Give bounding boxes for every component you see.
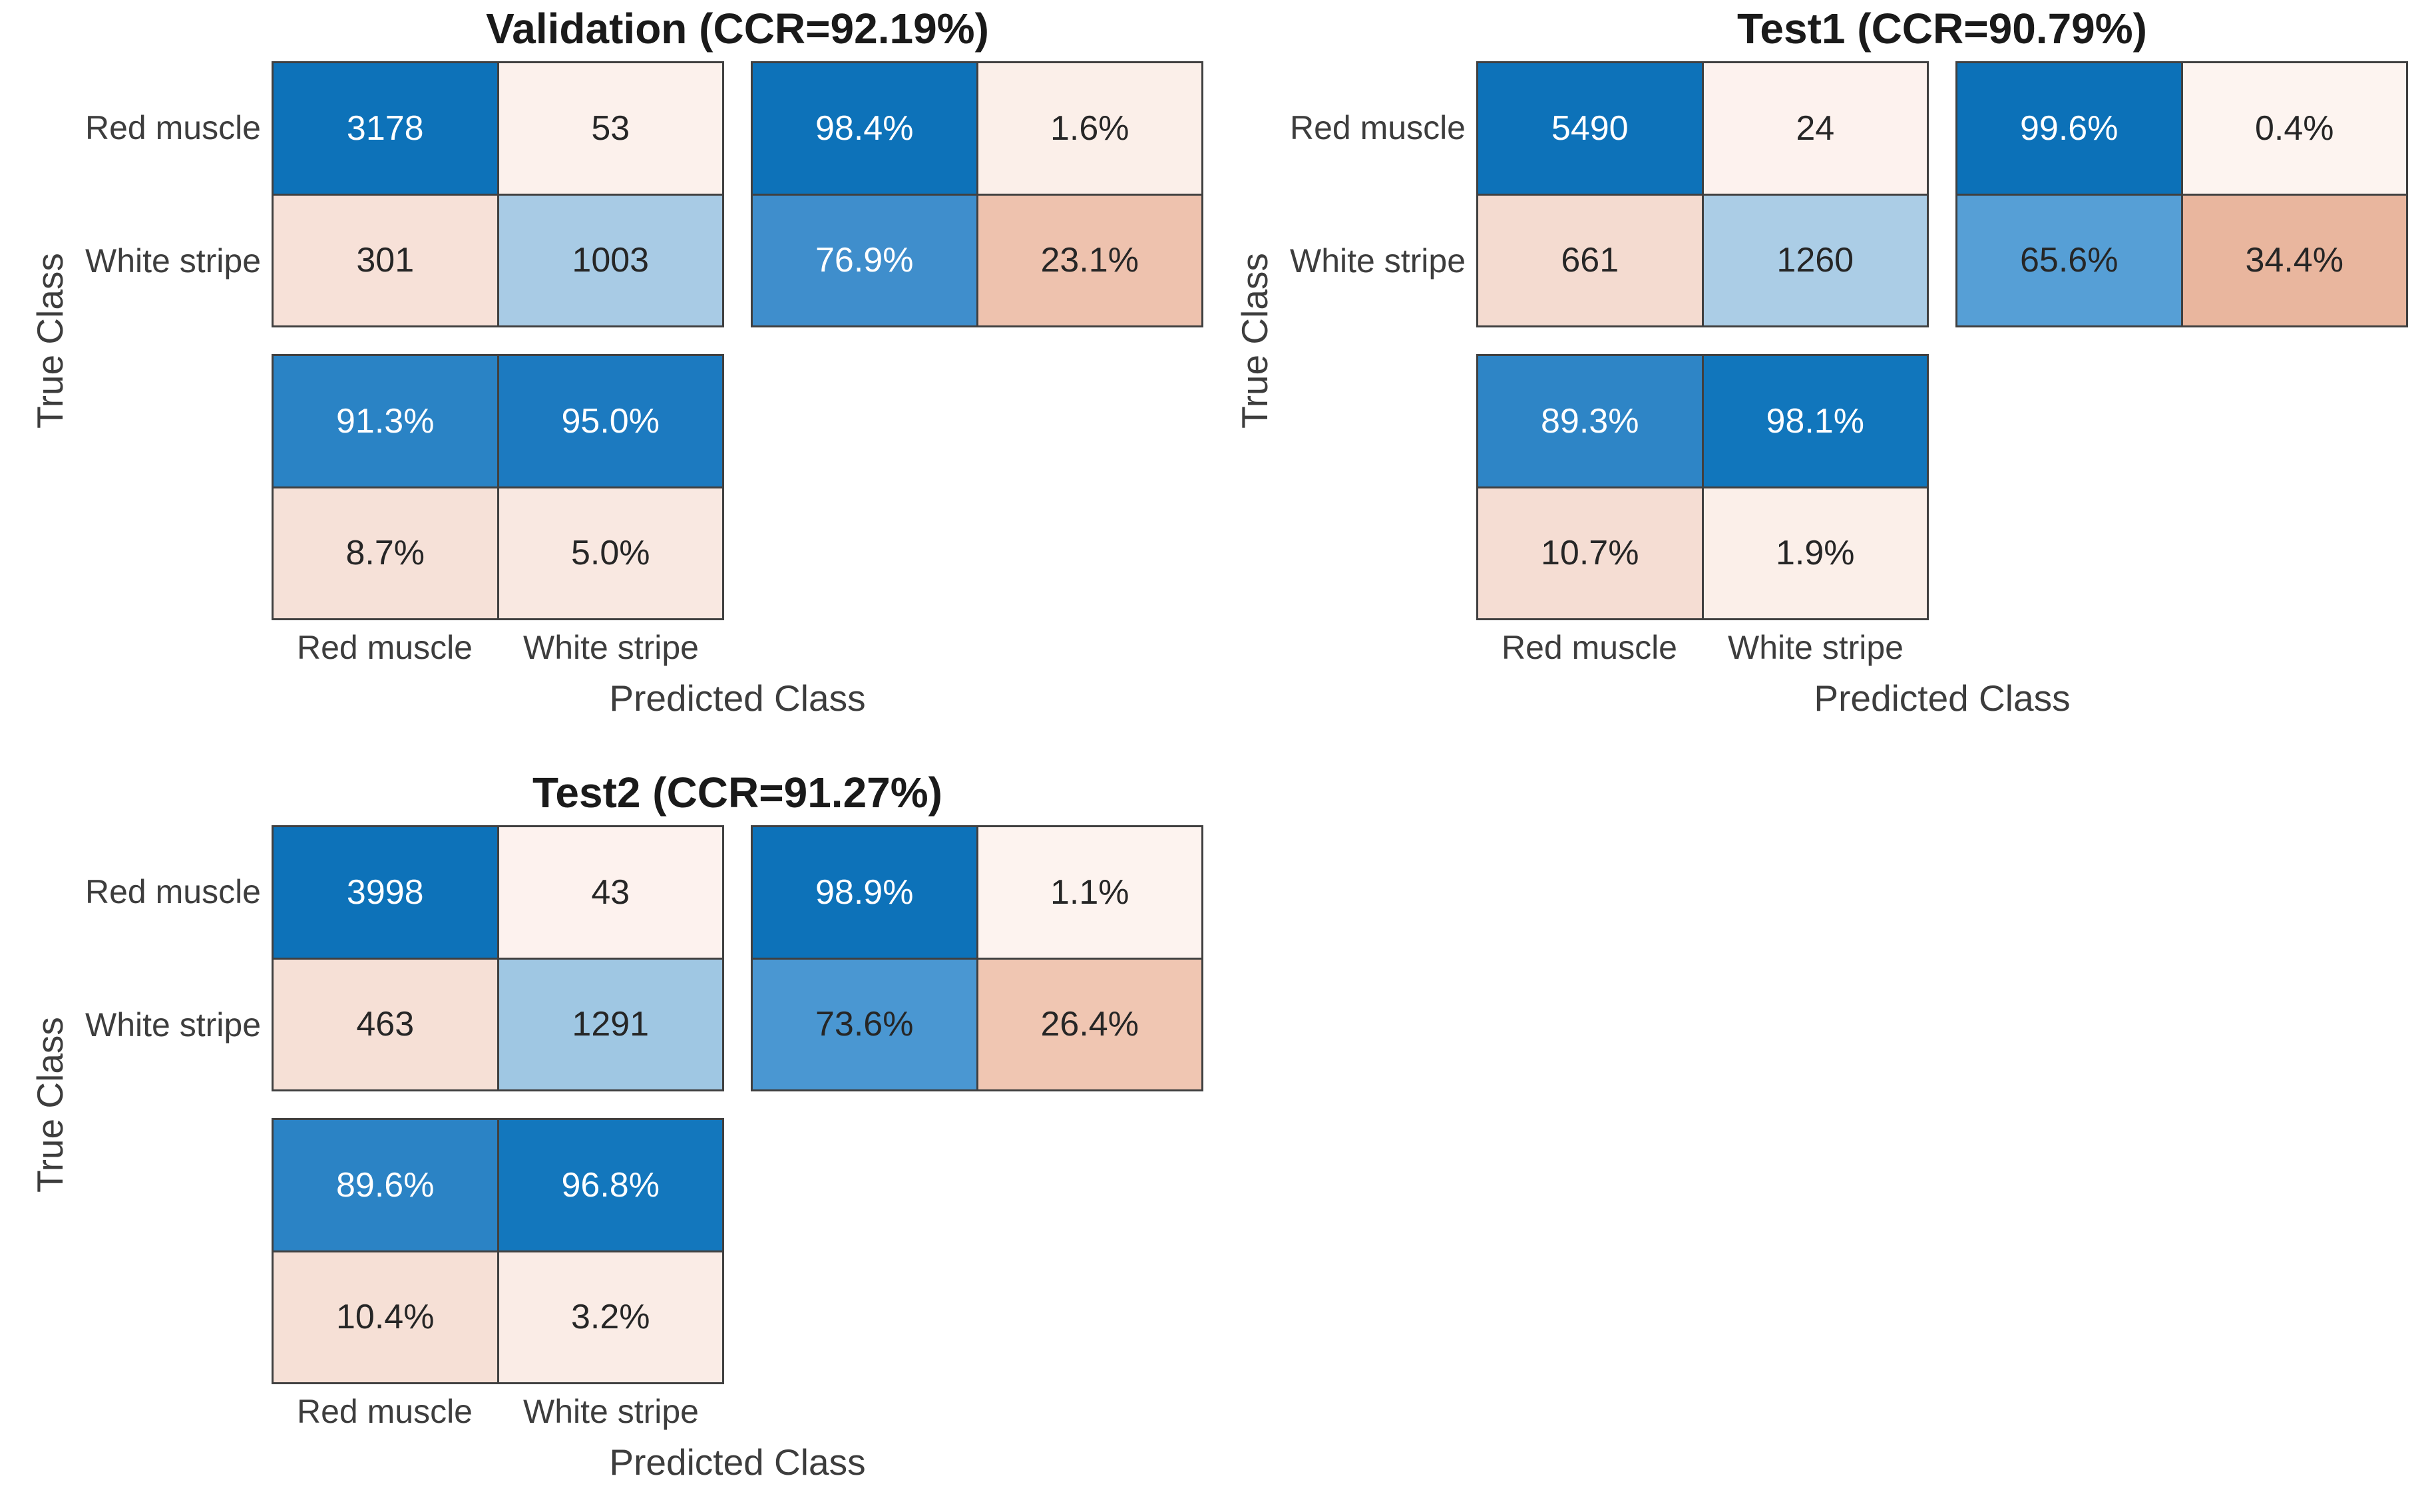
matrix-cell-1-1: 1003	[499, 195, 722, 325]
matrix-cell-1-0: 661	[1478, 195, 1702, 325]
column-summary-cell-1-1: 5.0%	[499, 488, 722, 618]
x-tick-label: White stripe	[523, 629, 699, 666]
x-tick-label: Red muscle	[297, 629, 473, 666]
y-tick-label: Red muscle	[85, 873, 261, 910]
column-summary-cell-1-0: 10.4%	[274, 1252, 497, 1382]
matrix-cell-0-0: 3998	[274, 827, 497, 958]
column-summary: 91.3% 95.0% 8.7% 5.0%	[272, 354, 724, 620]
matrix-cell-0-0: 5490	[1478, 63, 1702, 194]
confusion-chart-test2: Test2 (CCR=91.27%) True Class Red muscle…	[0, 764, 1231, 1512]
column-summary-cell-0-1: 95.0%	[499, 356, 722, 486]
row-summary: 98.9% 1.1% 73.6% 26.4%	[751, 825, 1203, 1091]
y-tick-label: Red muscle	[1290, 109, 1466, 146]
row-summary: 98.4% 1.6% 76.9% 23.1%	[751, 61, 1203, 327]
column-summary-cell-1-0: 10.7%	[1478, 488, 1702, 618]
column-summary: 89.3% 98.1% 10.7% 1.9%	[1476, 354, 1929, 620]
y-tick-label: Red muscle	[85, 109, 261, 146]
row-summary-cell-1-1: 26.4%	[978, 959, 1201, 1089]
matrix-cell-0-1: 43	[499, 827, 722, 958]
x-axis-label: Predicted Class	[609, 677, 866, 719]
x-tick-label: Red muscle	[297, 1393, 473, 1430]
matrix-cell-1-0: 301	[274, 195, 497, 325]
matrix-cell-0-0: 3178	[274, 63, 497, 194]
x-axis-label: Predicted Class	[1814, 677, 2071, 719]
row-summary-cell-1-1: 23.1%	[978, 195, 1201, 325]
x-tick-label: Red muscle	[1502, 629, 1677, 666]
confusion-chart-validation: Validation (CCR=92.19%) True Class Red m…	[0, 0, 1231, 748]
chart-title: Test2 (CCR=91.27%)	[532, 769, 942, 817]
y-tick-label: White stripe	[85, 1006, 261, 1043]
column-summary-cell-1-1: 3.2%	[499, 1252, 722, 1382]
y-tick-label: White stripe	[85, 242, 261, 280]
confusion-matrix: 3998 43 463 1291	[272, 825, 724, 1091]
row-summary-cell-1-0: 76.9%	[753, 195, 976, 325]
confusion-chart-test1: Test1 (CCR=90.79%) True Class Red muscle…	[1205, 0, 2428, 748]
column-summary: 89.6% 96.8% 10.4% 3.2%	[272, 1118, 724, 1384]
matrix-cell-1-1: 1260	[1703, 195, 1927, 325]
x-axis-label: Predicted Class	[609, 1441, 866, 1483]
confusion-matrix: 5490 24 661 1260	[1476, 61, 1929, 327]
column-summary-cell-0-0: 89.3%	[1478, 356, 1702, 486]
chart-title: Validation (CCR=92.19%)	[486, 5, 989, 53]
column-summary-cell-0-1: 96.8%	[499, 1120, 722, 1250]
column-summary-cell-1-0: 8.7%	[274, 488, 497, 618]
row-summary-cell-1-0: 73.6%	[753, 959, 976, 1089]
matrix-cell-1-0: 463	[274, 959, 497, 1089]
row-summary-cell-0-0: 99.6%	[1957, 63, 2181, 194]
row-summary-cell-0-1: 1.6%	[978, 63, 1201, 194]
row-summary-cell-0-1: 0.4%	[2182, 63, 2406, 194]
row-summary-cell-1-0: 65.6%	[1957, 195, 2181, 325]
row-summary: 99.6% 0.4% 65.6% 34.4%	[1955, 61, 2408, 327]
x-tick-label: White stripe	[523, 1393, 699, 1430]
row-summary-cell-1-1: 34.4%	[2182, 195, 2406, 325]
x-tick-label: White stripe	[1728, 629, 1904, 666]
matrix-cell-0-1: 24	[1703, 63, 1927, 194]
row-summary-cell-0-0: 98.4%	[753, 63, 976, 194]
column-summary-cell-1-1: 1.9%	[1703, 488, 1927, 618]
chart-title: Test1 (CCR=90.79%)	[1737, 5, 2147, 53]
y-tick-label: White stripe	[1290, 242, 1466, 280]
matrix-cell-1-1: 1291	[499, 959, 722, 1089]
confusion-matrix: 3178 53 301 1003	[272, 61, 724, 327]
matrix-cell-0-1: 53	[499, 63, 722, 194]
row-summary-cell-0-1: 1.1%	[978, 827, 1201, 958]
column-summary-cell-0-0: 91.3%	[274, 356, 497, 486]
column-summary-cell-0-0: 89.6%	[274, 1120, 497, 1250]
column-summary-cell-0-1: 98.1%	[1703, 356, 1927, 486]
row-summary-cell-0-0: 98.9%	[753, 827, 976, 958]
